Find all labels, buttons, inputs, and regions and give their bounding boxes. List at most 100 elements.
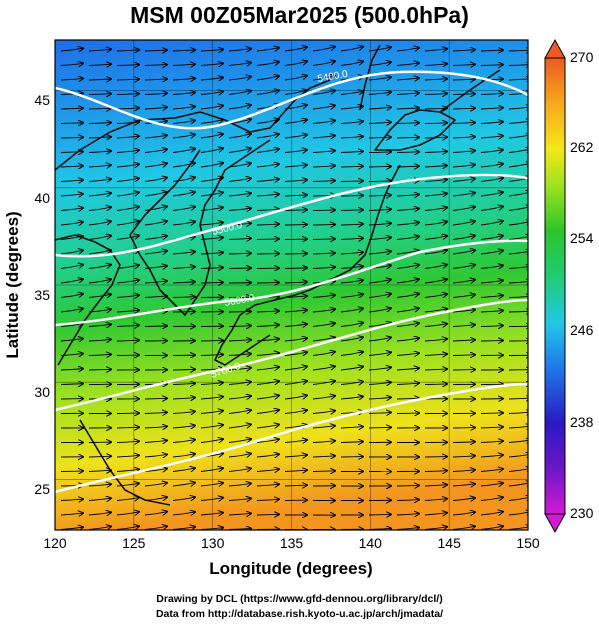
streamline-arrow	[284, 268, 307, 269]
streamline-arrow	[508, 149, 528, 153]
streamline-arrow	[172, 483, 195, 486]
streamline-arrow	[200, 355, 223, 356]
streamline-arrow	[396, 48, 419, 51]
streamline-arrow	[508, 251, 528, 254]
streamline-arrow	[60, 166, 83, 167]
streamline-arrow	[228, 368, 251, 370]
streamline-arrow	[312, 136, 335, 138]
streamline-arrow	[396, 194, 419, 196]
streamline-arrow	[228, 91, 251, 95]
streamline-arrow	[368, 77, 391, 80]
streamline-arrow	[256, 514, 279, 515]
streamline-arrow	[284, 410, 307, 413]
streamline-arrow	[200, 192, 223, 196]
streamline-arrow	[88, 193, 111, 196]
streamline-arrow	[396, 78, 419, 80]
streamline-arrow	[256, 484, 279, 486]
streamline-arrow	[480, 326, 503, 327]
streamline-arrow	[340, 121, 363, 123]
streamline-arrow	[368, 195, 391, 196]
streamline-arrow	[480, 413, 503, 414]
colorbar-min-arrow	[544, 513, 566, 534]
streamline-arrow	[480, 136, 503, 138]
streamline-arrow	[116, 192, 139, 197]
streamline-arrow	[256, 325, 279, 327]
x-tick-label: 145	[438, 535, 462, 551]
height-contours	[55, 70, 528, 494]
streamline-arrow	[60, 339, 83, 341]
streamline-arrow	[60, 369, 83, 370]
streamline-arrow	[368, 166, 391, 167]
contour-5400	[55, 70, 528, 130]
streamline-arrow	[284, 47, 307, 52]
streamline-arrow	[172, 163, 195, 168]
streamline-arrow	[508, 121, 528, 124]
streamline-arrow	[424, 309, 447, 312]
streamline-arrow	[88, 179, 111, 181]
streamline-arrow	[172, 383, 195, 384]
streamline-arrow	[228, 178, 251, 181]
streamline-arrow	[452, 79, 475, 80]
streamline-arrow	[144, 93, 167, 94]
x-tick-label: 120	[43, 535, 67, 551]
streamline-arrow	[312, 471, 335, 472]
streamline-arrow	[60, 93, 83, 94]
x-axis-label: Longitude (degrees)	[209, 559, 372, 578]
streamline-arrow	[228, 49, 251, 51]
credit-drawing: Drawing by DCL (https://www.gfd-dennou.o…	[156, 593, 443, 605]
streamline-arrow	[116, 455, 139, 457]
streamline-arrow	[172, 92, 195, 94]
streamline-arrow	[452, 151, 475, 153]
streamline-arrow	[200, 483, 223, 486]
streamline-arrow	[452, 179, 475, 182]
streamline-arrow	[312, 61, 335, 66]
x-axis: 120 125 130 135 140 145 150	[43, 535, 540, 551]
streamline-arrow	[228, 410, 251, 413]
streamline-arrow	[508, 296, 528, 297]
streamline-arrow	[396, 368, 419, 370]
streamline-arrow	[452, 207, 475, 211]
streamline-arrow	[88, 309, 111, 312]
streamline-arrow	[144, 296, 167, 298]
streamline-arrow	[88, 369, 111, 370]
streamline-arrow	[144, 107, 167, 109]
streamline-arrow	[88, 79, 111, 80]
streamline-arrow	[312, 106, 335, 109]
streamline-arrow	[368, 122, 391, 123]
streamline-arrow	[228, 439, 251, 443]
streamline-arrow	[480, 192, 503, 197]
streamline-arrow	[452, 310, 475, 312]
streamline-arrow	[340, 91, 363, 94]
streamline-arrow	[144, 440, 167, 442]
streamline-arrow	[200, 253, 223, 254]
streamline-arrow	[256, 119, 279, 124]
streamline-arrow	[200, 148, 223, 153]
streamline-arrow	[172, 222, 195, 225]
streamline-arrow	[200, 207, 223, 210]
streamline-arrow	[116, 122, 139, 123]
streamline-arrow	[284, 310, 307, 312]
streamline-arrow	[60, 499, 83, 500]
streamline-arrow	[228, 340, 251, 341]
streamline-arrow	[144, 135, 167, 138]
streamline-arrow	[200, 383, 223, 385]
streamline-arrow	[340, 238, 363, 239]
streamline-arrow	[88, 265, 111, 269]
streamline-arrow	[396, 137, 419, 138]
streamline-arrow	[116, 483, 139, 486]
streamline-arrow	[424, 208, 447, 211]
streamline-arrow	[396, 338, 419, 341]
streamline-arrow	[144, 221, 167, 226]
contour-label: 5400.0	[317, 69, 349, 85]
streamline-arrow	[368, 337, 391, 341]
streamline-arrow	[200, 106, 223, 109]
streamline-arrow	[60, 513, 83, 515]
streamline-arrow	[424, 384, 447, 385]
streamline-arrow	[60, 194, 83, 196]
streamline-arrow	[284, 395, 307, 399]
streamline-arrow	[340, 397, 363, 399]
streamline-arrow	[396, 63, 419, 66]
streamline-arrow	[116, 79, 139, 80]
streamline-arrow	[200, 92, 223, 95]
streamline-arrow	[368, 294, 391, 298]
